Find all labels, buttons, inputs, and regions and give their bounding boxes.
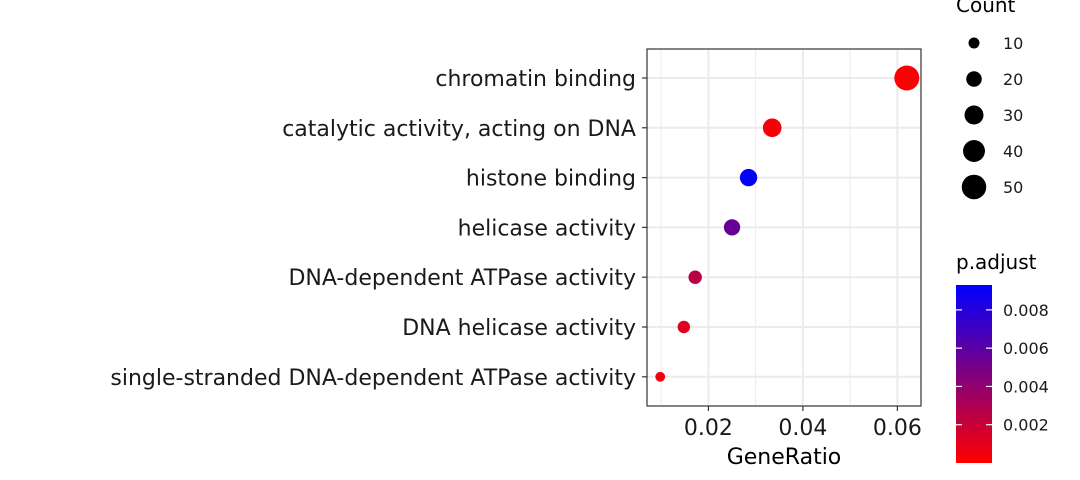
category-label: histone binding (466, 167, 636, 192)
plot-area: chromatin binding catalytic activity, act… (110, 48, 922, 441)
size-legend-label: 40 (1003, 142, 1023, 161)
x-tick-label: 0.06 (873, 416, 922, 441)
size-legend-key (966, 71, 982, 87)
data-point (655, 371, 666, 382)
color-bar (956, 285, 992, 463)
size-legend-key (963, 140, 985, 162)
data-point (739, 168, 758, 187)
data-point (688, 270, 702, 284)
category-label: catalytic activity, acting on DNA (282, 117, 636, 142)
category-label: helicase activity (458, 216, 636, 241)
color-legend-title: p.adjust (956, 250, 1037, 274)
color-legend-label: 0.002 (1003, 416, 1049, 435)
size-legend-label: 10 (1003, 34, 1023, 53)
data-point (723, 219, 741, 236)
data-point (762, 118, 782, 138)
size-legend-key (961, 174, 987, 200)
size-legend-key (968, 37, 980, 49)
x-tick-label: 0.02 (684, 416, 733, 441)
size-legend-title: Count (956, 0, 1016, 17)
data-point (677, 320, 691, 334)
color-legend-label: 0.004 (1003, 377, 1049, 396)
category-label: DNA helicase activity (402, 316, 636, 341)
size-legend-key (964, 105, 984, 125)
color-legend-label: 0.006 (1003, 339, 1049, 358)
x-axis-title: GeneRatio (727, 445, 842, 470)
size-legend-label: 20 (1003, 70, 1023, 89)
data-point (894, 65, 920, 91)
category-label: single-stranded DNA-dependent ATPase act… (110, 366, 636, 391)
color-legend-label: 0.008 (1003, 301, 1049, 320)
size-legend-label: 50 (1003, 178, 1023, 197)
color-legend: p.adjust 0.002 0.004 0.006 0.008 (956, 250, 1049, 463)
size-legend: Count 10 20 30 40 50 (956, 0, 1023, 200)
category-label: chromatin binding (435, 67, 636, 92)
category-label: DNA-dependent ATPase activity (288, 266, 636, 291)
x-tick-label: 0.04 (778, 416, 827, 441)
size-legend-label: 30 (1003, 106, 1023, 125)
